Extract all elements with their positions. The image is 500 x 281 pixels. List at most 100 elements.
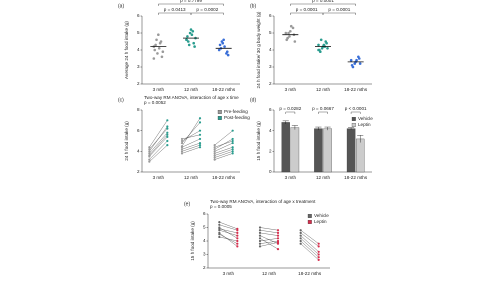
- legend-label: Vehicle: [314, 213, 329, 218]
- data-point: [148, 155, 151, 158]
- legend-swatch: [351, 117, 356, 121]
- legend-swatch: [351, 123, 356, 127]
- pair-line: [214, 142, 233, 152]
- x-tick-label: 3 mth: [285, 87, 297, 92]
- data-point: [299, 234, 302, 237]
- y-tick-label: 4: [269, 128, 272, 133]
- x-tick-label: 12 mth: [184, 87, 198, 92]
- data-point: [317, 258, 320, 261]
- x-tick-label: 18-22 mths: [344, 175, 368, 180]
- legend-swatch: [217, 110, 222, 114]
- pair-line: [149, 120, 168, 148]
- data-point: [166, 119, 169, 122]
- data-point: [286, 36, 289, 40]
- x-tick-label: 3 mth: [153, 175, 165, 180]
- data-point: [299, 239, 302, 243]
- pair-line: [214, 140, 233, 148]
- data-point: [157, 47, 161, 50]
- data-point: [190, 33, 194, 36]
- panel-label: (c): [118, 97, 124, 103]
- error-bar: [315, 126, 322, 131]
- data-point: [231, 141, 234, 145]
- comparison-bracket: [318, 111, 328, 114]
- y-tick-label: 6: [269, 13, 272, 18]
- pair-line: [219, 224, 238, 231]
- bar: [346, 128, 356, 173]
- p-value: p = 0.0413: [164, 7, 186, 12]
- pair-line: [219, 227, 238, 239]
- data-point: [358, 62, 362, 65]
- data-point: [185, 38, 188, 42]
- data-point: [160, 55, 164, 59]
- data-point: [236, 234, 239, 237]
- x-tick-label: 18-22 mths: [344, 87, 368, 92]
- chart-subtitle: p = 0.0005: [210, 204, 232, 209]
- y-tick-label: 0: [269, 169, 272, 174]
- data-point: [319, 38, 323, 42]
- pair-line: [214, 153, 233, 160]
- legend-label: Pre-feeding: [224, 109, 248, 114]
- pair-line: [181, 134, 201, 140]
- pair-line: [300, 240, 319, 258]
- data-point: [299, 231, 302, 234]
- data-point: [231, 146, 234, 149]
- data-point: [236, 231, 239, 234]
- pair-line: [181, 147, 201, 154]
- pair-line: [219, 221, 238, 230]
- p-value: p = 0.0001: [296, 7, 318, 12]
- data-point: [187, 40, 190, 43]
- data-point: [161, 50, 165, 53]
- y-axis-label: 24 h food intake (g): [124, 121, 129, 161]
- x-tick-label: 12 mth: [316, 175, 330, 180]
- pair-line: [300, 230, 319, 244]
- data-point: [189, 28, 193, 31]
- data-point: [289, 24, 293, 28]
- data-point: [198, 141, 202, 145]
- data-point: [349, 58, 353, 62]
- data-point: [180, 148, 184, 151]
- y-tick-label: 6: [137, 128, 140, 133]
- data-point: [319, 50, 322, 53]
- data-point: [293, 40, 297, 43]
- pair-line: [219, 236, 238, 242]
- pair-line: [259, 232, 279, 236]
- data-point: [225, 50, 229, 53]
- legend-swatch: [307, 220, 312, 224]
- data-point: [276, 248, 280, 251]
- data-point: [299, 229, 302, 232]
- data-point: [258, 245, 262, 248]
- data-point: [299, 242, 302, 245]
- data-point: [288, 35, 291, 38]
- data-point: [157, 33, 160, 36]
- data-point: [317, 245, 320, 248]
- y-tick-label: 2: [137, 81, 140, 86]
- y-tick-label: 3: [269, 64, 272, 69]
- data-point: [213, 156, 216, 159]
- data-point: [156, 52, 159, 55]
- pair-line: [259, 235, 279, 244]
- data-point: [152, 57, 156, 60]
- comparison-bracket: [350, 111, 361, 114]
- comparison-bracket: [158, 3, 224, 6]
- data-point: [148, 160, 151, 163]
- comparison-bracket: [285, 111, 296, 114]
- p-value: p = 0.0282: [279, 106, 301, 111]
- pair-line: [219, 232, 238, 247]
- p-value: p = 0.7799: [180, 0, 202, 3]
- legend-swatch: [307, 214, 312, 218]
- legend-swatch: [217, 116, 222, 120]
- p-value: p = 0.0667: [312, 106, 334, 111]
- y-tick-label: 2: [269, 81, 272, 86]
- pair-line: [181, 118, 201, 147]
- error-bar: [291, 125, 298, 130]
- data-point: [166, 125, 169, 128]
- error-bar: [348, 127, 355, 130]
- pair-line: [259, 240, 279, 244]
- data-point: [325, 41, 328, 45]
- data-point: [153, 48, 157, 52]
- data-point: [276, 237, 280, 240]
- pair-line: [214, 151, 233, 158]
- data-point: [218, 223, 221, 226]
